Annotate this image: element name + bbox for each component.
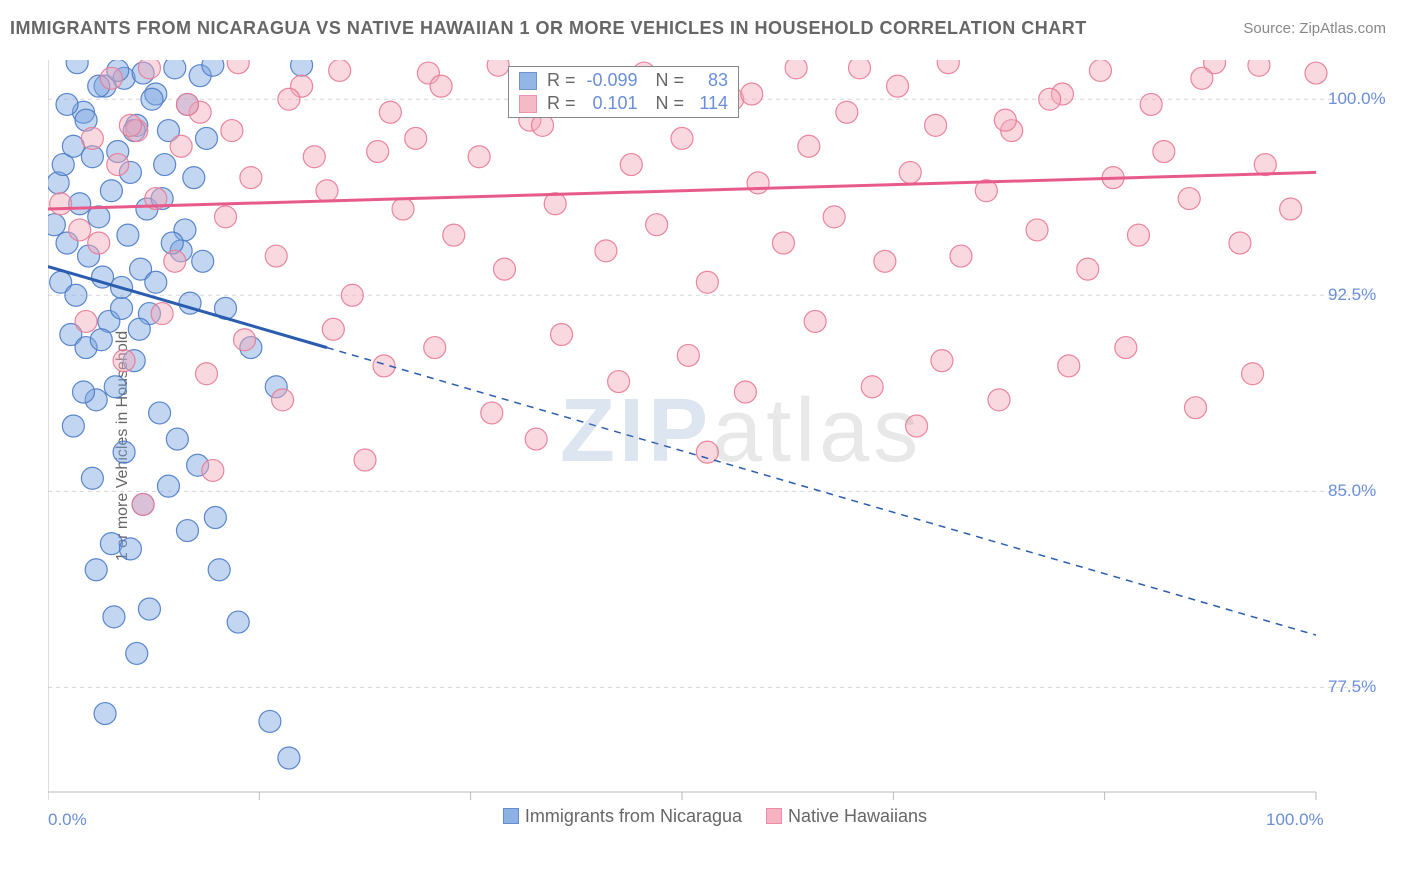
legend-series-label: Native Hawaiians <box>788 806 927 826</box>
n-label: N = <box>656 70 685 91</box>
plot-svg <box>48 60 1368 812</box>
r-value: -0.099 <box>580 70 638 91</box>
ytick-label: 100.0% <box>1328 89 1386 109</box>
legend-series-label: Immigrants from Nicaragua <box>525 806 742 826</box>
source-link[interactable]: ZipAtlas.com <box>1299 20 1386 37</box>
bottom-legend: Immigrants from Nicaragua Native Hawaiian… <box>0 806 1406 827</box>
n-value: 83 <box>688 70 728 91</box>
chart-title: IMMIGRANTS FROM NICARAGUA VS NATIVE HAWA… <box>10 18 1087 39</box>
plot-area <box>48 60 1368 812</box>
r-value: 0.101 <box>580 93 638 114</box>
legend-swatch <box>519 95 537 113</box>
legend-swatch <box>519 72 537 90</box>
correlation-chart: IMMIGRANTS FROM NICARAGUA VS NATIVE HAWA… <box>0 0 1406 892</box>
r-label: R = <box>547 93 576 114</box>
n-value: 114 <box>688 93 728 114</box>
r-label: R = <box>547 70 576 91</box>
legend-swatch <box>503 808 519 824</box>
stats-legend-row: R =0.101 N =114 <box>509 92 738 115</box>
ytick-label: 85.0% <box>1328 481 1376 501</box>
legend-swatch <box>766 808 782 824</box>
stats-legend-row: R =-0.099 N =83 <box>509 69 738 92</box>
source-attribution: Source: ZipAtlas.com <box>1243 20 1386 37</box>
ytick-label: 92.5% <box>1328 285 1376 305</box>
source-label: Source: <box>1243 20 1299 37</box>
n-label: N = <box>656 93 685 114</box>
ytick-label: 77.5% <box>1328 677 1376 697</box>
stats-legend-box: R =-0.099 N =83 R =0.101 N =114 <box>508 66 739 118</box>
